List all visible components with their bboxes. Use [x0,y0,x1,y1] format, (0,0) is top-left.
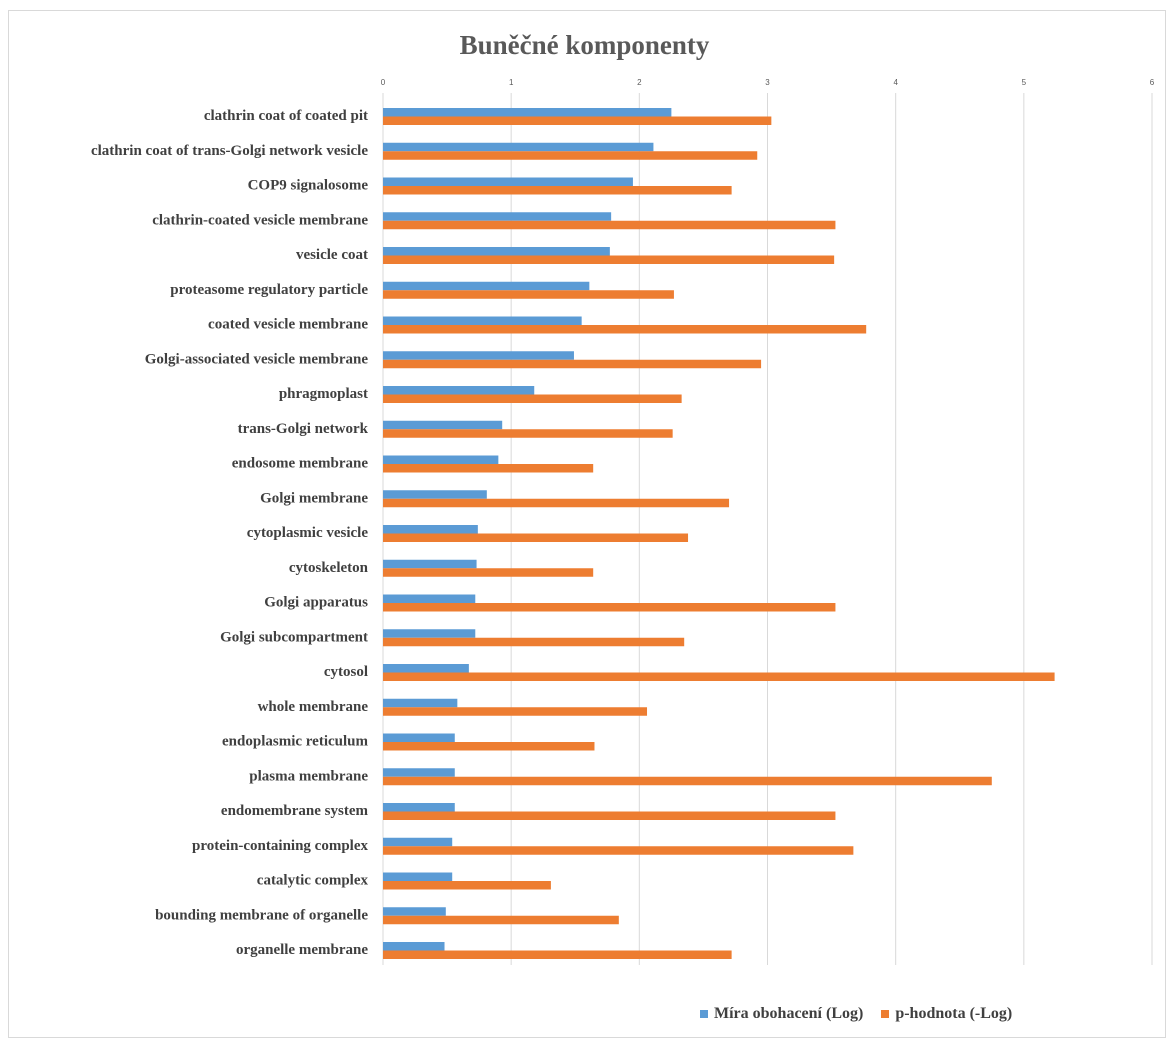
bar-chart-plot: 0 1 2 3 4 5 6 clathrin coat of coated pit clathr… [91,78,1155,965]
bar-pvalue [383,359,762,369]
bar-enrichment [383,733,455,742]
bar-enrichment [383,907,446,916]
legend-swatch [881,1010,890,1018]
bar-enrichment [383,316,582,325]
x-tick-label: 5 [1022,78,1027,87]
category-label: protein-containing complex [192,838,368,854]
bar-pvalue [383,290,674,299]
bar-pvalue [383,950,732,959]
bar-enrichment [383,212,612,221]
bar-pvalue [383,637,685,647]
bar-pvalue [383,220,836,230]
bar-enrichment [383,559,477,569]
bar-pvalue [383,603,836,612]
bar-enrichment [383,281,590,291]
bar-pvalue [383,742,595,751]
bar-enrichment [383,664,469,673]
bar-enrichment [383,872,453,881]
category-label: endoplasmic reticulum [222,734,368,750]
bar-pvalue [383,811,836,820]
bar-enrichment [383,108,672,117]
bar-enrichment [383,768,455,777]
chart-legend: Míra obohacení (Log) p-hodnota (-Log) [700,1005,1012,1023]
bar-enrichment [383,837,453,847]
bar-pvalue [383,881,551,890]
bar-pvalue [383,186,732,195]
bar-pvalue [383,533,689,542]
category-label: Golgi membrane [260,490,368,506]
category-label: vesicle coat [296,247,368,263]
category-label: COP9 signalosome [248,178,369,194]
bar-enrichment [383,594,476,603]
bar-pvalue [383,707,648,716]
chart-title: Buněčné komponenty [459,30,710,60]
bar-pvalue [383,498,730,508]
category-label: phragmoplast [279,386,368,402]
bar-pvalue [383,776,992,786]
bar-enrichment [383,420,503,430]
bar-pvalue [383,116,772,125]
category-label: bounding membrane of organelle [155,907,368,923]
bar-enrichment [383,247,610,256]
category-label: clathrin coat of coated pit [204,108,368,124]
x-tick-label: 1 [509,78,514,87]
category-label: proteasome regulatory particle [170,282,368,298]
category-label: catalytic complex [257,873,369,889]
bar-enrichment [383,177,633,186]
category-label: Golgi apparatus [264,595,368,611]
x-tick-label: 2 [637,78,642,87]
legend-item: Míra obohacení (Log) [700,1005,863,1023]
bar-pvalue [383,151,758,160]
category-label: cytosol [324,664,368,680]
x-tick-label: 6 [1150,78,1155,87]
legend-item: p-hodnota (-Log) [881,1005,1012,1023]
category-label: endosome membrane [232,456,369,472]
bar-enrichment [383,525,478,534]
category-label: endomembrane system [221,803,369,819]
bar-enrichment [383,455,499,464]
bar-pvalue [383,325,867,334]
bar-pvalue [383,672,1055,681]
category-label: trans-Golgi network [238,421,369,437]
x-tick-label: 0 [381,78,386,87]
bar-enrichment [383,942,445,951]
bar-enrichment [383,142,654,152]
category-label: plasma membrane [249,768,368,784]
bar-enrichment [383,803,455,812]
category-label: clathrin-coated vesicle membrane [152,212,368,228]
legend-swatch [700,1010,708,1018]
legend-label: p-hodnota (-Log) [895,1005,1013,1022]
bar-pvalue [383,464,594,473]
category-label: whole membrane [258,699,369,715]
category-label: organelle membrane [236,942,368,958]
x-tick-label: 3 [765,78,770,87]
bar-enrichment [383,629,476,638]
category-label: cytoplasmic vesicle [247,525,369,541]
bar-pvalue [383,429,673,438]
bar-pvalue [383,846,854,855]
bar-pvalue [383,568,594,577]
bar-pvalue [383,394,682,403]
bar-pvalue [383,915,619,925]
legend-label: Míra obohacení (Log) [714,1005,864,1022]
x-tick-label: 4 [893,78,898,87]
category-label: Golgi subcompartment [220,629,368,645]
category-label: cytoskeleton [289,560,369,576]
category-label: clathrin coat of trans-Golgi network ves… [91,143,368,159]
bar-enrichment [383,386,535,395]
bar-enrichment [383,698,458,708]
bar-enrichment [383,351,574,360]
category-label: coated vesicle membrane [208,317,368,333]
category-label: Golgi-associated vesicle membrane [145,351,369,367]
bar-enrichment [383,490,487,499]
bar-pvalue [383,255,835,264]
